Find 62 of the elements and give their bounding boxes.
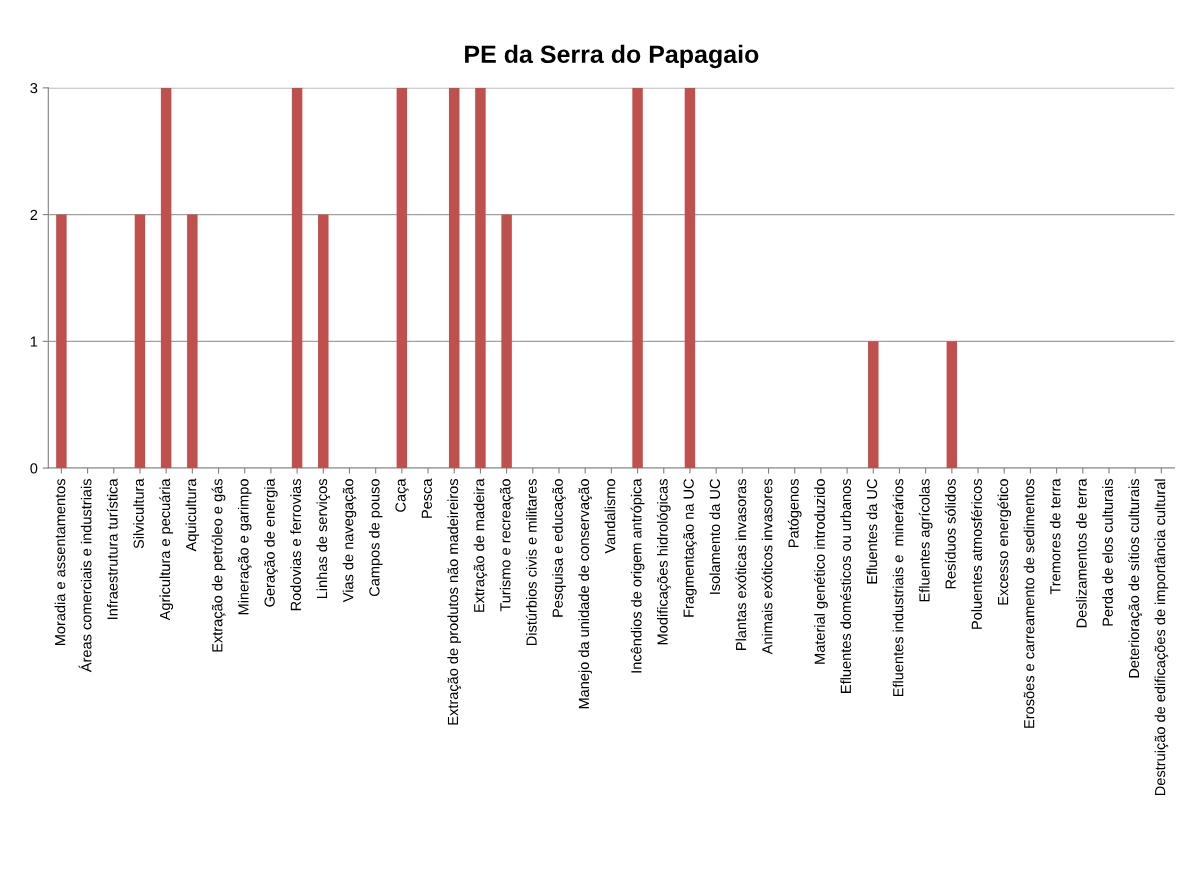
y-tick-label: 3 bbox=[30, 82, 38, 94]
x-tick-label: Efluentes da UC bbox=[866, 479, 878, 584]
x-tick-label: Poluentes atmosféricos bbox=[971, 478, 982, 629]
x-tick-label: Agricultura e pecuária bbox=[159, 478, 174, 621]
x-tick-label: Extração de madeira bbox=[473, 478, 488, 612]
x-tick-label: Animais exóticos invasores bbox=[761, 479, 773, 655]
x-tick-label: Resíduos sólidos bbox=[944, 479, 956, 589]
x-tick-label: Rodovias e ferrovias bbox=[290, 479, 302, 611]
y-tick-label: 2 bbox=[30, 209, 38, 220]
x-tick-label: Vias de navegação bbox=[342, 479, 357, 603]
x-tick-label: Turismo e recreação bbox=[499, 479, 514, 612]
x-tick-label: Pesca bbox=[421, 478, 432, 518]
x-tick-label: Perda de elos culturais bbox=[1102, 478, 1113, 626]
bar bbox=[291, 87, 303, 469]
x-tick-label: Incêndios de origem antrópica bbox=[630, 478, 645, 673]
x-tick-label: Material genético introduzido bbox=[814, 479, 828, 664]
x-tick-label: Extração de produtos não madeireiros bbox=[447, 478, 462, 725]
x-tick-label: Destruição de edificações de importância cultural bbox=[1154, 479, 1169, 796]
bar bbox=[684, 87, 696, 469]
x-tick-label: Infraestrutura turística bbox=[106, 478, 118, 619]
x-tick-label: Extração de petróleo e gás bbox=[211, 478, 226, 652]
bar bbox=[187, 214, 198, 469]
bar bbox=[396, 87, 408, 469]
x-tick-label: Mineração e garimpo bbox=[237, 479, 252, 615]
bar bbox=[475, 87, 486, 469]
y-tick-label: 1 bbox=[30, 336, 38, 347]
bar bbox=[946, 341, 958, 469]
x-tick-label: Campos de pouso bbox=[368, 479, 383, 597]
x-tick-label: Efluentes domésticos ou urbanos bbox=[840, 478, 852, 693]
chart-title: PE da Serra do Papagaio bbox=[465, 44, 759, 69]
x-tick-label: Erosões e carreamento de sedimentos bbox=[1023, 478, 1035, 728]
x-tick-label: Silvicultura bbox=[133, 478, 144, 549]
bar bbox=[501, 214, 512, 469]
x-tick-label: Distúrbios civis e militares bbox=[525, 479, 537, 646]
x-tick-label: Vandalismo bbox=[604, 479, 616, 554]
x-tick-label: Deslizamentos de terra bbox=[1076, 478, 1087, 628]
x-tick-label: Áreas comerciais e industriais bbox=[78, 478, 92, 673]
x-tick-label: Aquicultura bbox=[185, 478, 200, 552]
bar bbox=[134, 214, 146, 469]
x-tick-label: Geração de energia bbox=[264, 478, 278, 607]
bar bbox=[632, 87, 643, 469]
x-tick-label: Manejo da unidade de conservação bbox=[578, 479, 593, 709]
x-tick-label: Modificações hidrológicas bbox=[656, 478, 671, 645]
x-tick-label: Excesso energético bbox=[997, 479, 1012, 605]
x-tick-label: Caça bbox=[395, 478, 409, 512]
bar bbox=[160, 87, 172, 469]
x-tick-label: Moradia e assentamentos bbox=[54, 478, 66, 646]
x-tick-label: Efluentes agrícolas bbox=[918, 479, 933, 602]
x-tick-label: Isolamento da UC bbox=[709, 479, 721, 594]
y-tick-label: 0 bbox=[30, 463, 38, 474]
bar bbox=[56, 214, 67, 469]
x-tick-label: Tremores de terra bbox=[1049, 478, 1061, 595]
x-tick-label: Plantas exóticas invasoras bbox=[735, 478, 747, 650]
x-tick-label: Linhas de serviços bbox=[316, 479, 331, 599]
x-tick-label: Patógenos bbox=[787, 479, 802, 548]
x-tick-label: Pesquisa e educação bbox=[552, 479, 566, 617]
bar bbox=[868, 341, 879, 469]
bar bbox=[318, 214, 329, 469]
x-tick-label: Deterioração de sítios culturais bbox=[1128, 478, 1143, 678]
x-tick-label: Fragmentação na UC bbox=[683, 479, 697, 617]
bar bbox=[449, 87, 460, 469]
x-tick-label: Efluentes industriais e minerários bbox=[892, 478, 904, 697]
